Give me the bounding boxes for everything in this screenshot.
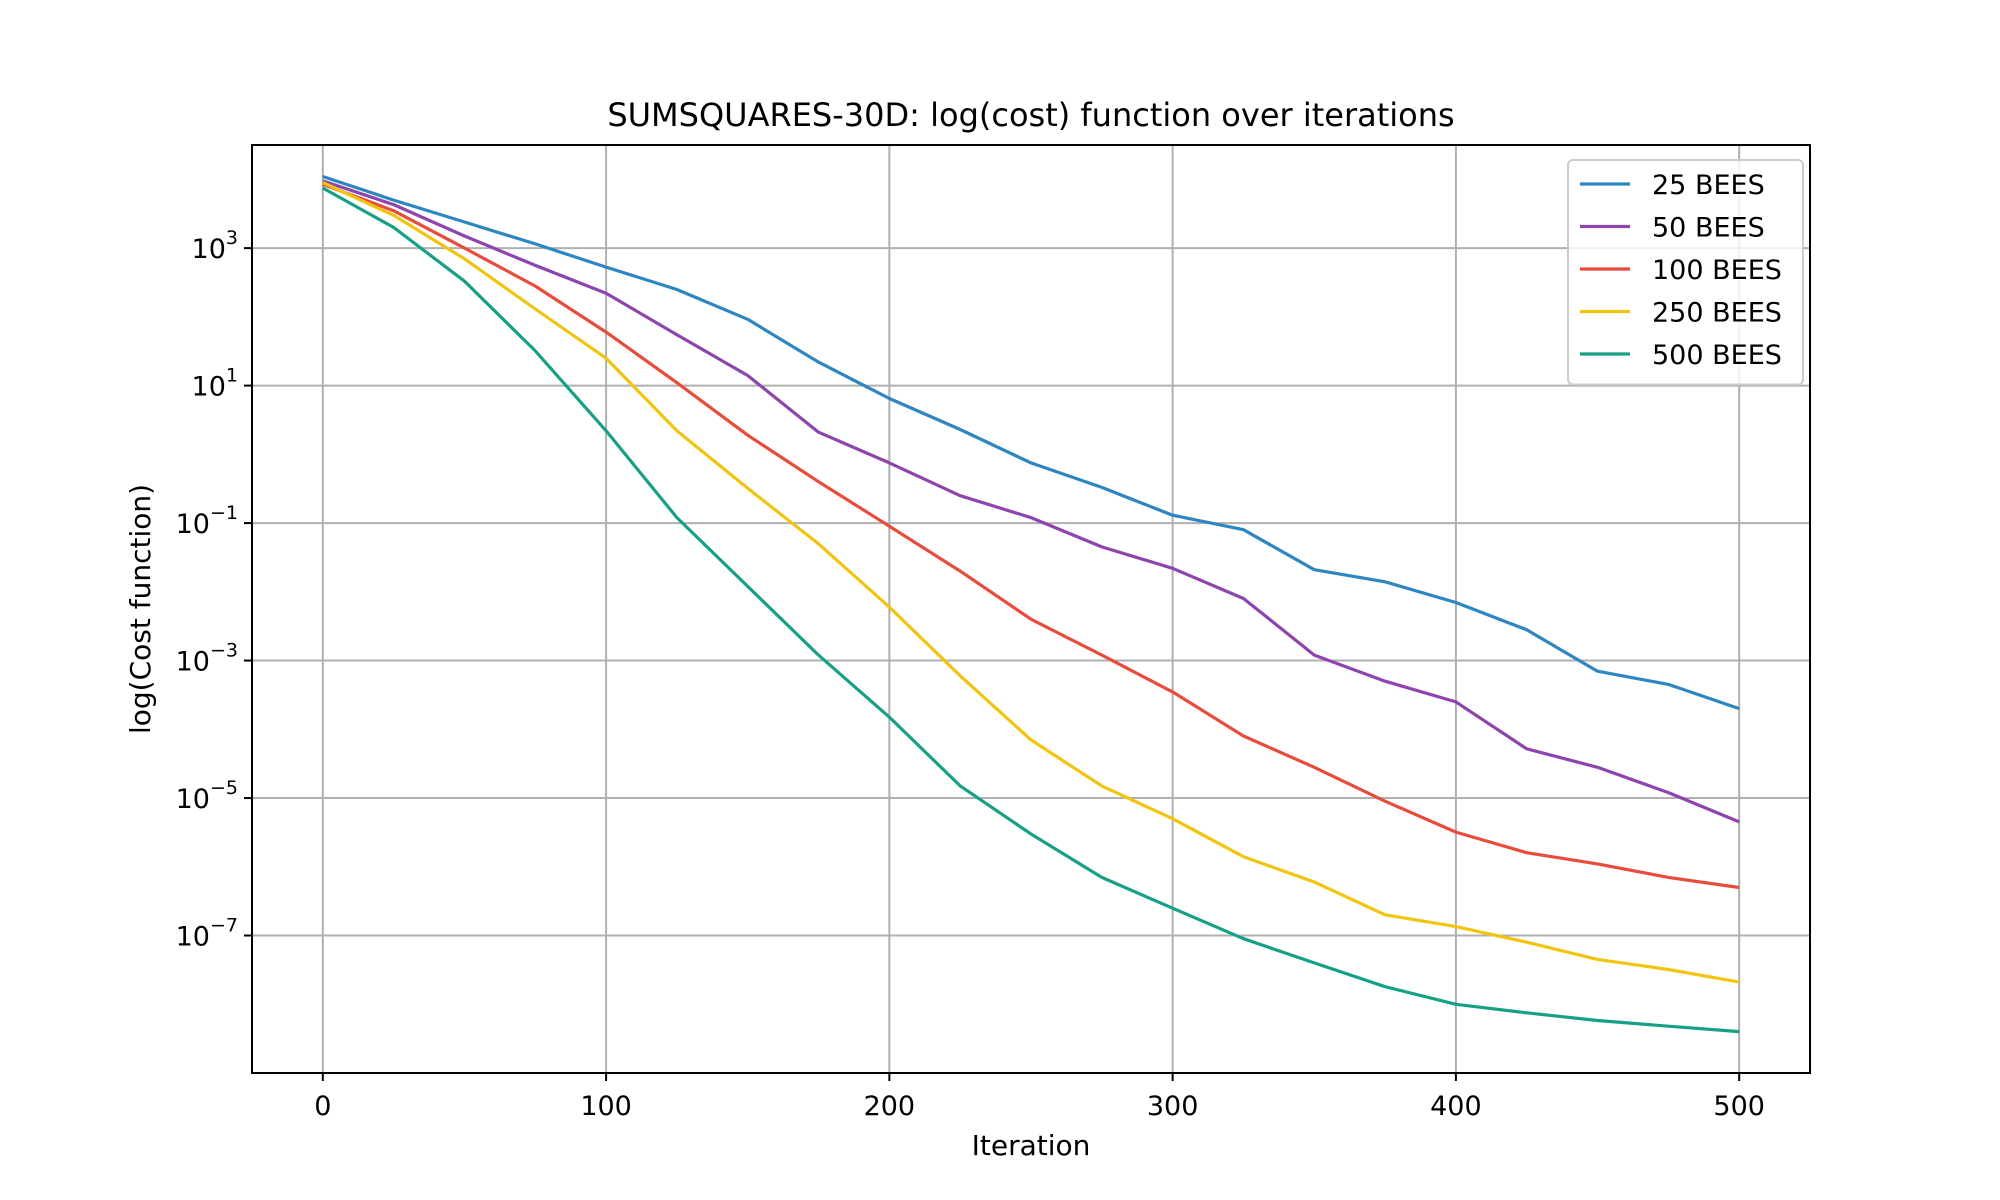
y-tick-label: 10−1 (176, 502, 238, 540)
legend-box (1567, 159, 1804, 386)
series-lines (322, 174, 1740, 1034)
y-axis-label: log(Cost function) (124, 484, 157, 734)
series-line-1 (322, 174, 1740, 711)
series-line-2 (322, 179, 1740, 824)
y-tick-exponent: 1 (226, 365, 238, 387)
series-line-3 (322, 182, 1740, 890)
legend-label-4: 250 BEES (1652, 298, 1782, 329)
legend-label-2: 50 BEES (1652, 213, 1765, 244)
x-axis-label: Iteration (972, 1129, 1091, 1162)
y-tick-label: 103 (192, 227, 238, 265)
y-tick-base: 10 (176, 509, 210, 540)
plot-frame (251, 144, 1811, 1074)
x-tick-label: 200 (864, 1091, 916, 1122)
x-tick-label: 300 (1147, 1091, 1199, 1122)
y-tick-exponent: −3 (210, 640, 238, 662)
x-tick-label: 100 (580, 1091, 632, 1122)
y-tick-exponent: −7 (210, 915, 238, 937)
y-tick-label: 101 (192, 365, 238, 403)
y-tick-base: 10 (192, 234, 226, 265)
chart-title: SUMSQUARES-30D: log(cost) function over … (607, 96, 1454, 134)
legend-label-1: 25 BEES (1652, 170, 1765, 201)
legend-label-5: 500 BEES (1652, 340, 1782, 371)
x-tick-label: 500 (1713, 1091, 1765, 1122)
y-tick-label: 10−3 (176, 640, 238, 678)
series-line-4 (322, 181, 1740, 984)
legend-label-3: 100 BEES (1652, 255, 1782, 286)
y-tick-exponent: 3 (226, 227, 238, 249)
legend: 25 BEES 50 BEES 100 BEES 250 BEES 500 BEES (1567, 159, 1804, 386)
y-tick-exponent: −1 (210, 502, 238, 524)
y-tick-exponent: −5 (210, 777, 238, 799)
series-line-5 (322, 186, 1740, 1034)
y-tick-base: 10 (176, 647, 210, 678)
y-tick-label: 10−7 (176, 915, 238, 953)
y-tick-base: 10 (192, 372, 226, 403)
y-tick-base: 10 (176, 784, 210, 815)
x-tick-label: 400 (1430, 1091, 1482, 1122)
y-tick-label: 10−5 (176, 777, 238, 815)
y-tick-base: 10 (176, 922, 210, 953)
x-tick-label: 0 (314, 1091, 331, 1122)
